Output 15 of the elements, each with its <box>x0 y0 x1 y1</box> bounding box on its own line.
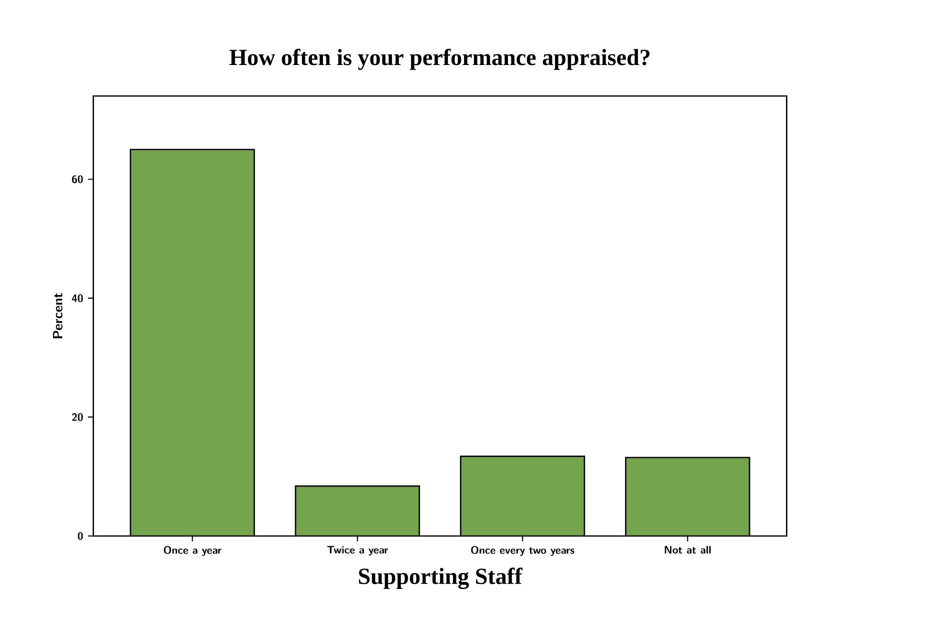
chart-title: How often is your performance appraised? <box>230 48 650 70</box>
x-tick-label: Once every two years <box>471 546 574 556</box>
y-tick-label: 20 <box>72 413 83 422</box>
bar <box>130 148 255 536</box>
x-axis-title: Supporting Staff <box>358 568 522 589</box>
y-tick-label: 60 <box>72 175 83 184</box>
bar <box>625 456 750 536</box>
bar <box>294 485 420 536</box>
x-tick-label: Twice a year <box>327 546 388 556</box>
y-tick-label: 40 <box>72 294 83 302</box>
y-tick-label: 0 <box>78 532 83 540</box>
x-tick-label: Not at all <box>664 546 711 554</box>
bar <box>460 456 584 536</box>
y-axis-title: Percent <box>52 292 62 338</box>
x-tick-label: Once a year <box>164 546 222 556</box>
